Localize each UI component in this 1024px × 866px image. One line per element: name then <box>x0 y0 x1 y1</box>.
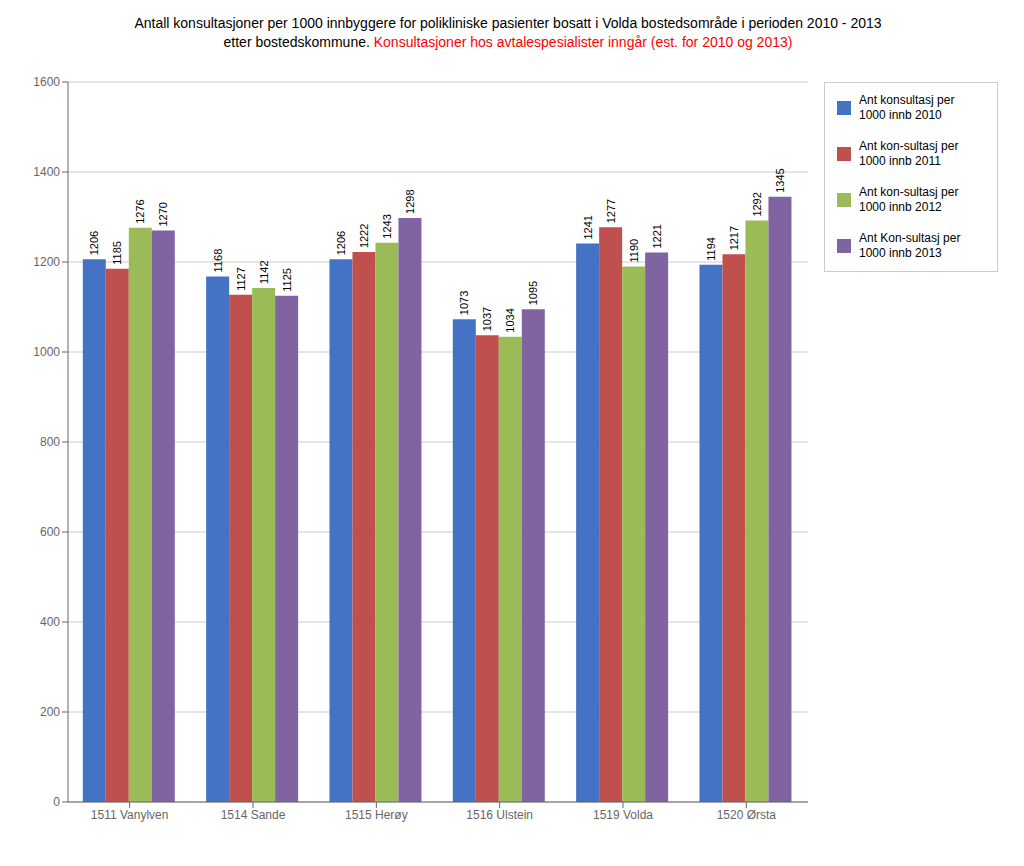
svg-text:1185: 1185 <box>111 241 123 265</box>
svg-text:1298: 1298 <box>404 189 416 213</box>
svg-text:1200: 1200 <box>33 255 60 269</box>
svg-text:1127: 1127 <box>235 267 247 291</box>
svg-text:1516 Ulstein: 1516 Ulstein <box>466 808 533 822</box>
svg-text:1243: 1243 <box>381 214 393 238</box>
svg-text:1000: 1000 <box>33 345 60 359</box>
svg-text:1206: 1206 <box>335 231 347 255</box>
svg-text:1276: 1276 <box>134 199 146 223</box>
svg-text:1345: 1345 <box>774 168 786 192</box>
svg-text:1519 Volda: 1519 Volda <box>593 808 653 822</box>
svg-text:1222: 1222 <box>358 224 370 248</box>
svg-text:1190: 1190 <box>628 239 640 263</box>
svg-text:1515 Herøy: 1515 Herøy <box>345 808 408 822</box>
svg-text:1037: 1037 <box>481 307 493 331</box>
svg-text:1600: 1600 <box>33 75 60 89</box>
svg-text:1125: 1125 <box>281 268 293 292</box>
svg-text:1142: 1142 <box>258 260 270 284</box>
svg-text:1514 Sande: 1514 Sande <box>221 808 286 822</box>
html-text:Ant Kon-sultasj per 1000 innb: Ant Kon-sultasj per 1000 innb 2013 <box>859 231 961 260</box>
svg-text:1270: 1270 <box>157 202 169 226</box>
html-text:Ant kon-sultasj per 1000 innb: Ant kon-sultasj per 1000 innb 2011 <box>859 139 959 168</box>
svg-text:1217: 1217 <box>728 226 740 250</box>
svg-text:1241: 1241 <box>582 215 594 239</box>
svg-text:1206: 1206 <box>88 231 100 255</box>
svg-text:1194: 1194 <box>705 237 717 261</box>
svg-text:400: 400 <box>40 615 60 629</box>
html-text:Antall konsultasjoner per 1000: Antall konsultasjoner per 1000 innbygger… <box>134 15 882 31</box>
svg-text:1221: 1221 <box>651 224 663 248</box>
svg-text:800: 800 <box>40 435 60 449</box>
html-text:etter bostedskommune. Konsulta: etter bostedskommune. Konsultasjoner hos… <box>223 34 793 50</box>
svg-text:1168: 1168 <box>212 249 224 273</box>
svg-text:1520 Ørsta: 1520 Ørsta <box>717 808 777 822</box>
svg-text:1073: 1073 <box>458 291 470 315</box>
svg-text:1034: 1034 <box>504 308 516 332</box>
svg-text:1400: 1400 <box>33 165 60 179</box>
svg-text:1511 Vanylven: 1511 Vanylven <box>91 808 169 822</box>
svg-text:0: 0 <box>53 795 60 809</box>
svg-text:600: 600 <box>40 525 60 539</box>
svg-text:200: 200 <box>40 705 60 719</box>
svg-text:1095: 1095 <box>527 281 539 305</box>
html-text:Ant kon-sultasj per 1000 innb: Ant kon-sultasj per 1000 innb 2012 <box>859 185 959 214</box>
svg-text:1292: 1292 <box>751 192 763 216</box>
html-text:Ant konsultasj per 1000 innb 2: Ant konsultasj per 1000 innb 2010 <box>859 93 955 122</box>
svg-text:1277: 1277 <box>605 199 617 223</box>
